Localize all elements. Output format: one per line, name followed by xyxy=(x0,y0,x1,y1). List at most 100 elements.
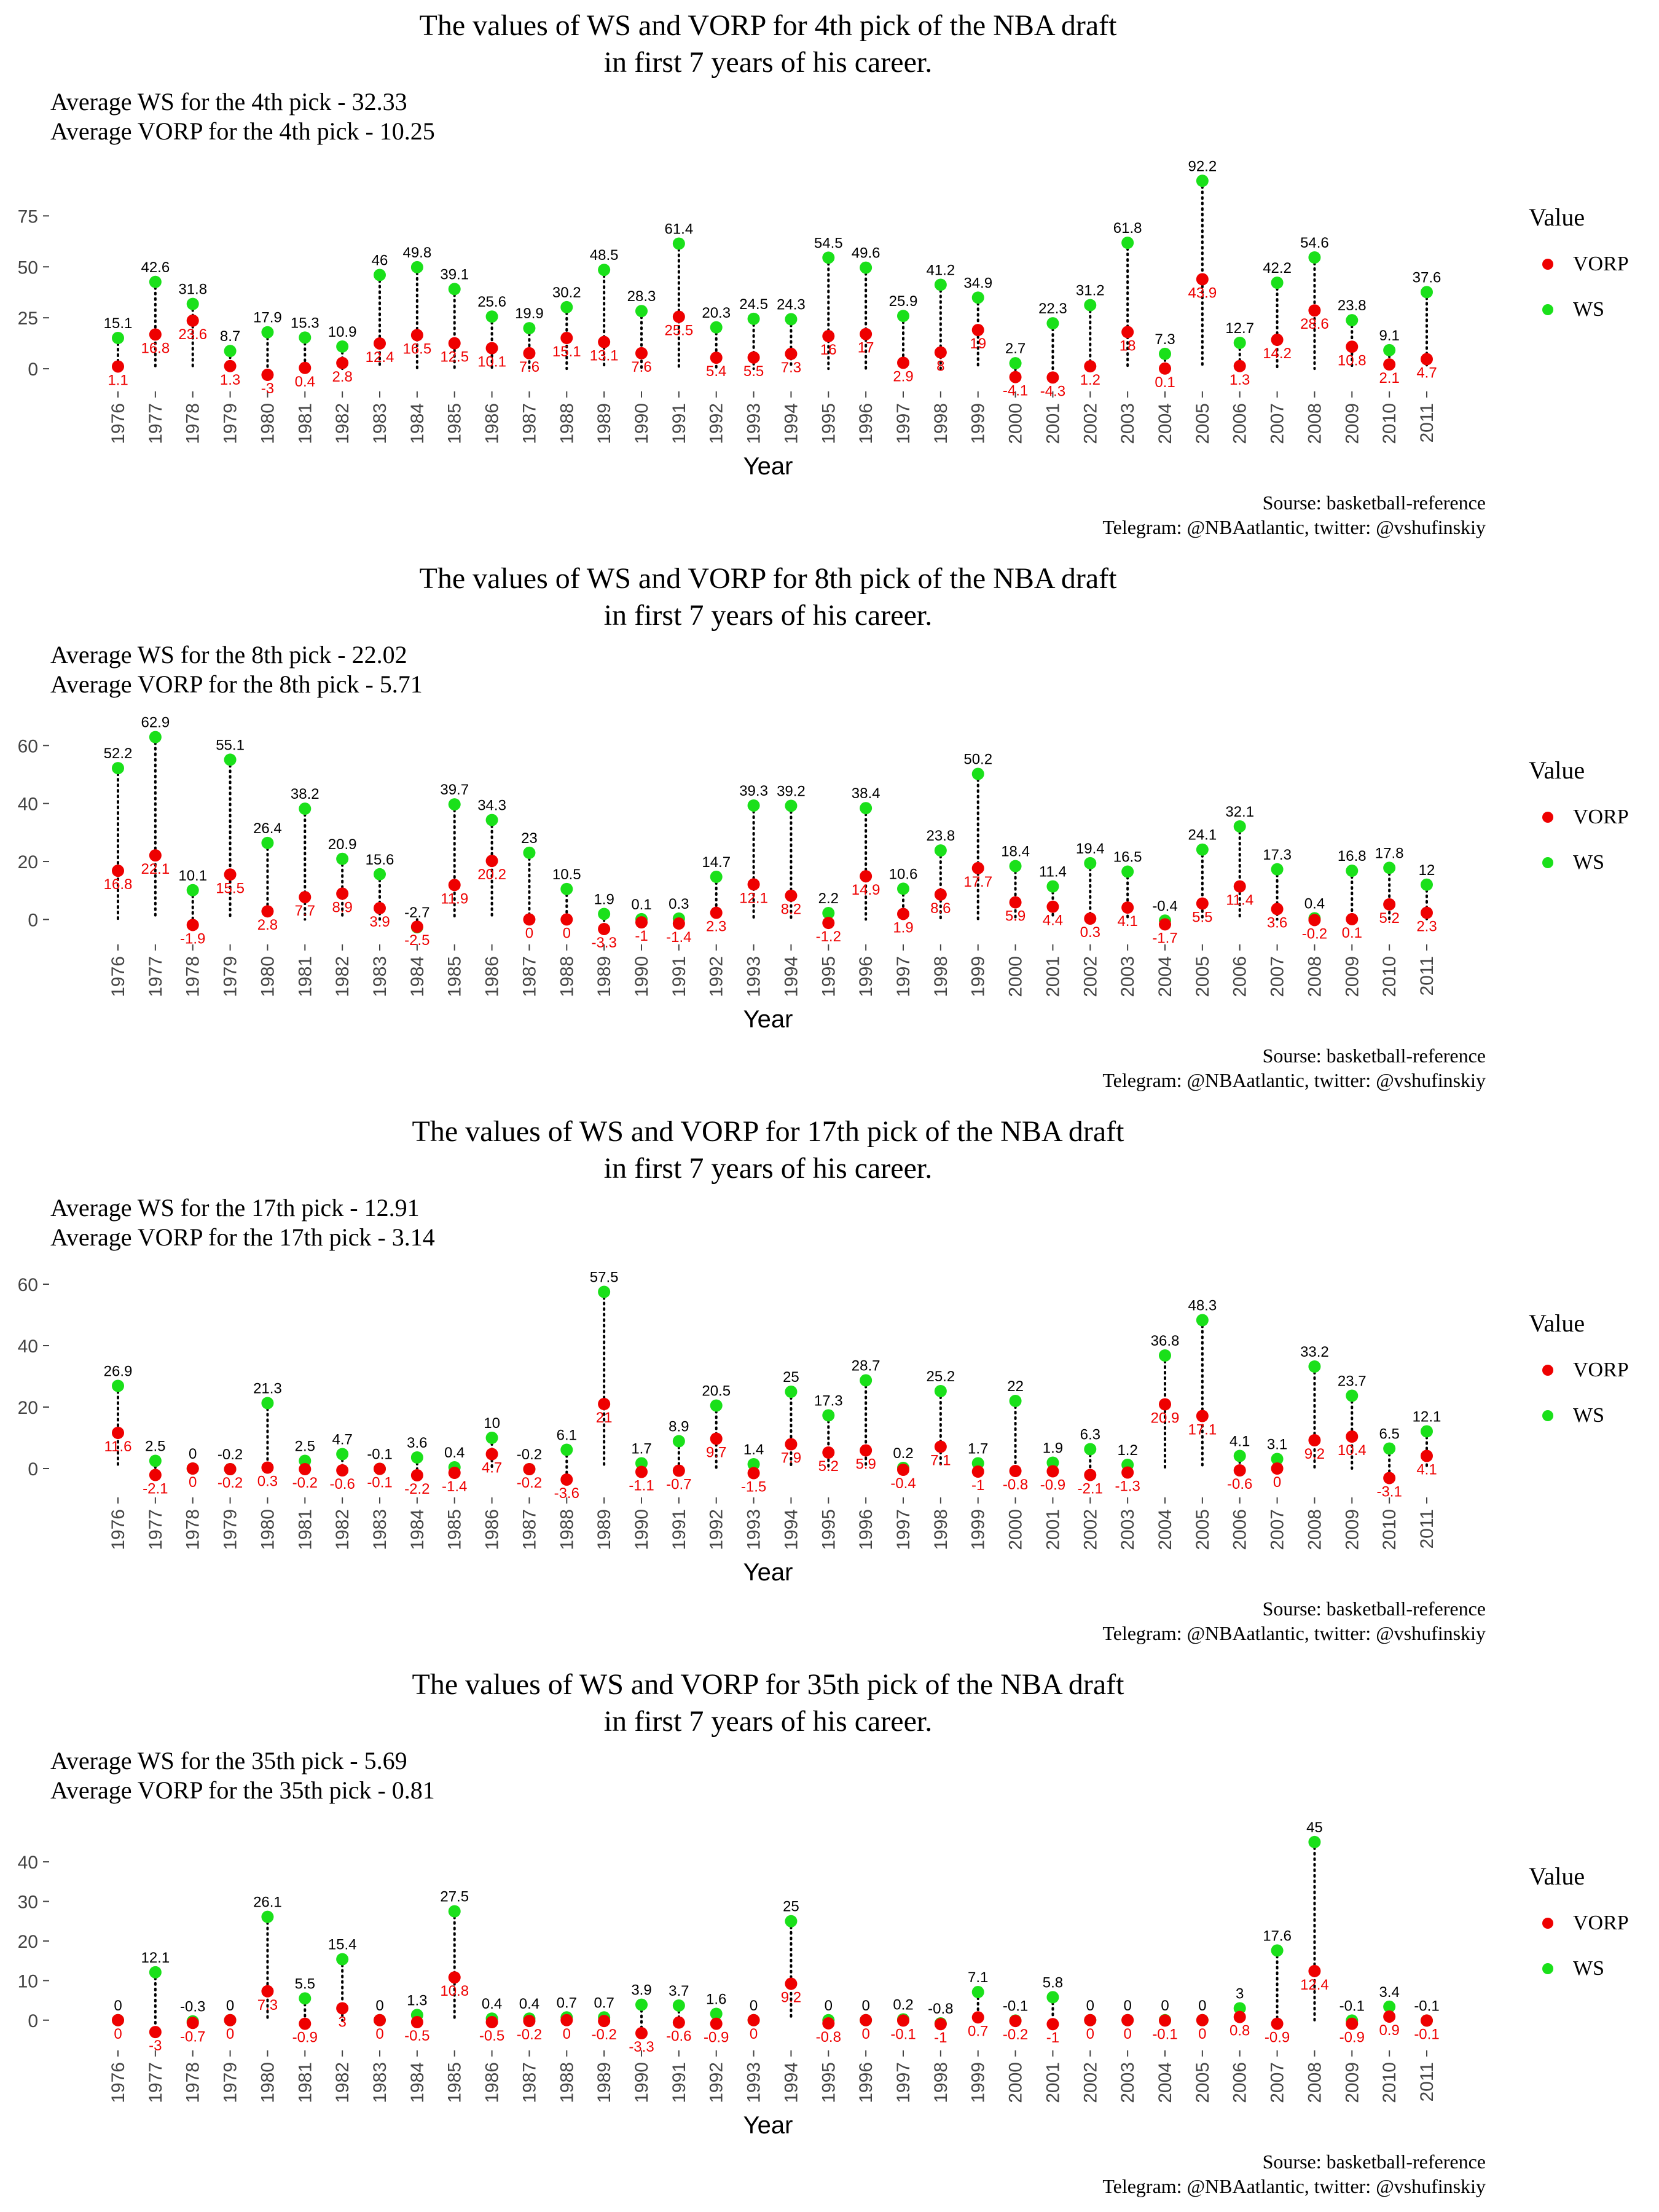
ws-point xyxy=(485,1432,498,1444)
vorp-data-label: 17.1 xyxy=(1188,1422,1217,1438)
x-tick-label: 1994 xyxy=(781,956,801,997)
ws-point xyxy=(560,882,573,895)
legend-item: VORP xyxy=(1542,805,1659,830)
ws-data-label: 37.6 xyxy=(1413,269,1441,286)
vorp-point xyxy=(112,865,124,877)
ws-point xyxy=(485,814,498,826)
vorp-point xyxy=(598,1398,611,1410)
ws-data-label: 92.2 xyxy=(1188,158,1217,175)
vorp-data-label: -1.2 xyxy=(816,928,841,945)
ws-point xyxy=(1046,317,1059,330)
ws-data-label: 7.3 xyxy=(1155,331,1175,348)
vorp-point xyxy=(1308,304,1321,317)
vorp-data-label: -2.5 xyxy=(404,932,429,949)
ws-point xyxy=(1159,347,1171,360)
x-tick-label: 1989 xyxy=(594,403,614,444)
ws-data-label: -0.2 xyxy=(218,1446,243,1463)
x-tick-label: 1987 xyxy=(519,403,539,444)
vorp-point xyxy=(410,2016,423,2029)
x-tick-label: 1983 xyxy=(370,2062,390,2103)
vorp-data-label: 14.2 xyxy=(1263,345,1292,362)
vorp-point xyxy=(934,346,947,359)
vorp-point xyxy=(523,347,536,359)
legend-title: Value xyxy=(1529,203,1585,231)
ws-data-label: 3.1 xyxy=(1267,1437,1287,1453)
vorp-data-label: 14.9 xyxy=(852,882,880,898)
ws-point xyxy=(1421,1425,1433,1438)
ws-data-label: 4.7 xyxy=(332,1432,352,1448)
ws-point xyxy=(1009,1395,1022,1407)
source-caption: Sourse: basketball-reference xyxy=(1262,2151,1486,2173)
vorp-point xyxy=(1308,1434,1321,1446)
vorp-data-label: -0.2 xyxy=(517,2026,542,2043)
y-tick-label: 20 xyxy=(18,1398,38,1418)
legend-marker xyxy=(1542,1410,1553,1421)
ws-data-label: 42.2 xyxy=(1263,260,1292,276)
vorp-data-label: 16.8 xyxy=(104,876,133,893)
vorp-point xyxy=(897,2014,909,2027)
vorp-data-label: 5.2 xyxy=(818,1458,839,1475)
vorp-data-label: 1.2 xyxy=(1080,372,1100,388)
ws-data-label: 5.8 xyxy=(1043,1974,1063,1991)
ws-point xyxy=(785,313,798,326)
ws-point xyxy=(1383,343,1396,356)
x-tick-label: 2007 xyxy=(1268,2062,1288,2103)
ws-data-label: 38.2 xyxy=(291,786,320,802)
ws-data-label: 39.3 xyxy=(739,783,768,799)
x-tick-label: 2010 xyxy=(1379,403,1400,444)
x-tick-label: 1986 xyxy=(482,1509,503,1550)
x-tick-label: 1992 xyxy=(707,403,727,444)
x-tick-label: 1995 xyxy=(818,956,839,997)
vorp-point xyxy=(672,917,685,930)
ws-point xyxy=(672,1435,685,1448)
vorp-point xyxy=(934,2018,947,2031)
legend: Value VORP WS xyxy=(1518,756,1653,879)
ws-data-label: 31.2 xyxy=(1076,283,1105,299)
ws-data-label: 18.4 xyxy=(1001,844,1030,860)
chart-title: The values of WS and VORP for 17th pick … xyxy=(0,1113,1536,1187)
vorp-point xyxy=(186,1462,199,1475)
ws-point xyxy=(448,283,461,296)
ws-data-label: 0 xyxy=(1198,1998,1206,2014)
x-tick-label: 1983 xyxy=(370,1509,390,1550)
y-tick-label: 30 xyxy=(18,1892,38,1913)
vorp-point xyxy=(1421,353,1433,366)
vorp-data-label: 16.5 xyxy=(402,340,431,357)
ws-data-label: 21.3 xyxy=(253,1381,282,1397)
x-tick-label: 1998 xyxy=(931,1509,951,1550)
ws-data-label: 0 xyxy=(1086,1998,1094,2014)
legend-label: WS xyxy=(1573,1957,1604,1980)
ws-point xyxy=(971,1986,984,1999)
vorp-point xyxy=(1046,371,1059,384)
ws-point xyxy=(112,762,124,775)
y-tick-label: 40 xyxy=(18,1853,38,1873)
vorp-point xyxy=(1009,896,1022,909)
vorp-point xyxy=(523,2015,536,2028)
vorp-data-label: -0.9 xyxy=(292,2030,318,2046)
vorp-point xyxy=(410,920,423,933)
ws-data-label: 0.2 xyxy=(893,1445,913,1462)
vorp-point xyxy=(1346,340,1359,353)
vorp-data-label: 9.7 xyxy=(706,1445,726,1461)
ws-point xyxy=(112,1379,124,1392)
x-tick-label: 2009 xyxy=(1342,2062,1362,2103)
vorp-point xyxy=(822,1446,835,1459)
ws-point xyxy=(186,297,199,310)
vorp-data-label: 0 xyxy=(189,1474,197,1491)
y-tick-label: 0 xyxy=(28,1459,38,1480)
chart-panel: The values of WS and VORP for 17th pick … xyxy=(0,1106,1659,1659)
ws-data-label: 24.5 xyxy=(739,296,768,313)
ws-data-label: 17.3 xyxy=(1263,847,1292,863)
ws-point xyxy=(1271,1944,1284,1957)
vorp-point xyxy=(261,1985,274,1998)
ws-point xyxy=(1084,1443,1097,1456)
vorp-point xyxy=(1084,1469,1097,1481)
chart-title: The values of WS and VORP for 35th pick … xyxy=(0,1666,1536,1740)
vorp-point xyxy=(560,2014,573,2026)
vorp-data-label: 2.3 xyxy=(1416,919,1437,935)
ws-point xyxy=(785,1915,798,1928)
legend-marker xyxy=(1542,1365,1553,1376)
x-axis-title: Year xyxy=(743,453,793,480)
ws-point xyxy=(261,1910,274,1923)
ws-data-label: 24.3 xyxy=(777,297,806,313)
